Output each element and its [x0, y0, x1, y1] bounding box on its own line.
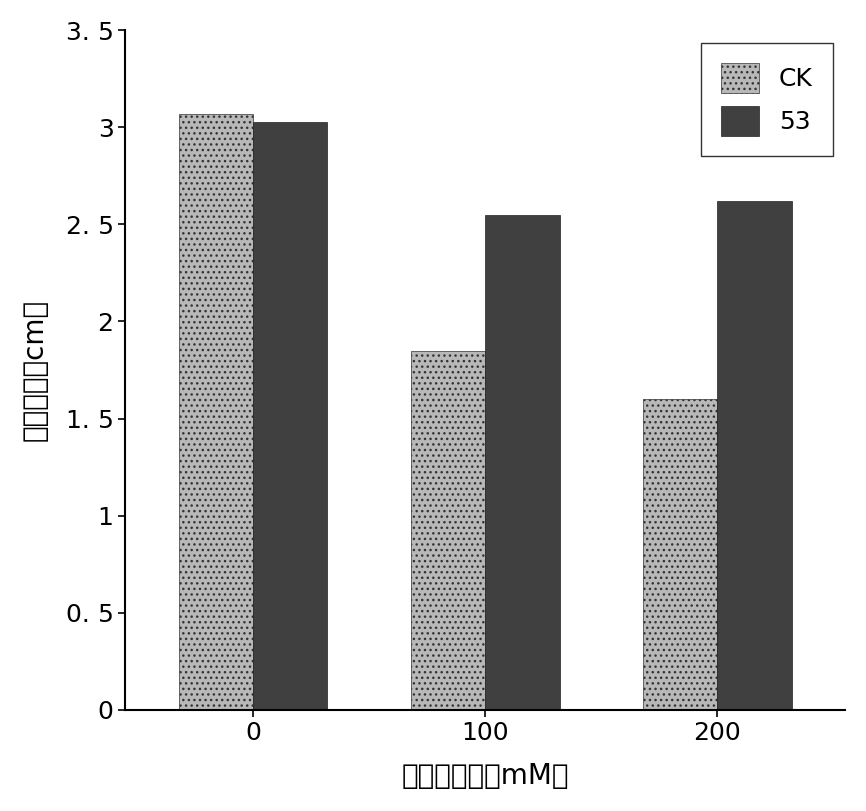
- Y-axis label: 平均根长（cm）: 平均根长（cm）: [21, 299, 48, 441]
- Bar: [411, 350, 485, 710]
- Legend: CK, 53: CK, 53: [701, 43, 833, 157]
- Bar: [643, 399, 717, 710]
- X-axis label: 甘露醇浓度（mM）: 甘露醇浓度（mM）: [402, 762, 569, 790]
- Bar: [485, 215, 559, 710]
- Bar: [717, 201, 792, 710]
- Bar: [178, 114, 253, 710]
- Bar: [253, 122, 327, 710]
